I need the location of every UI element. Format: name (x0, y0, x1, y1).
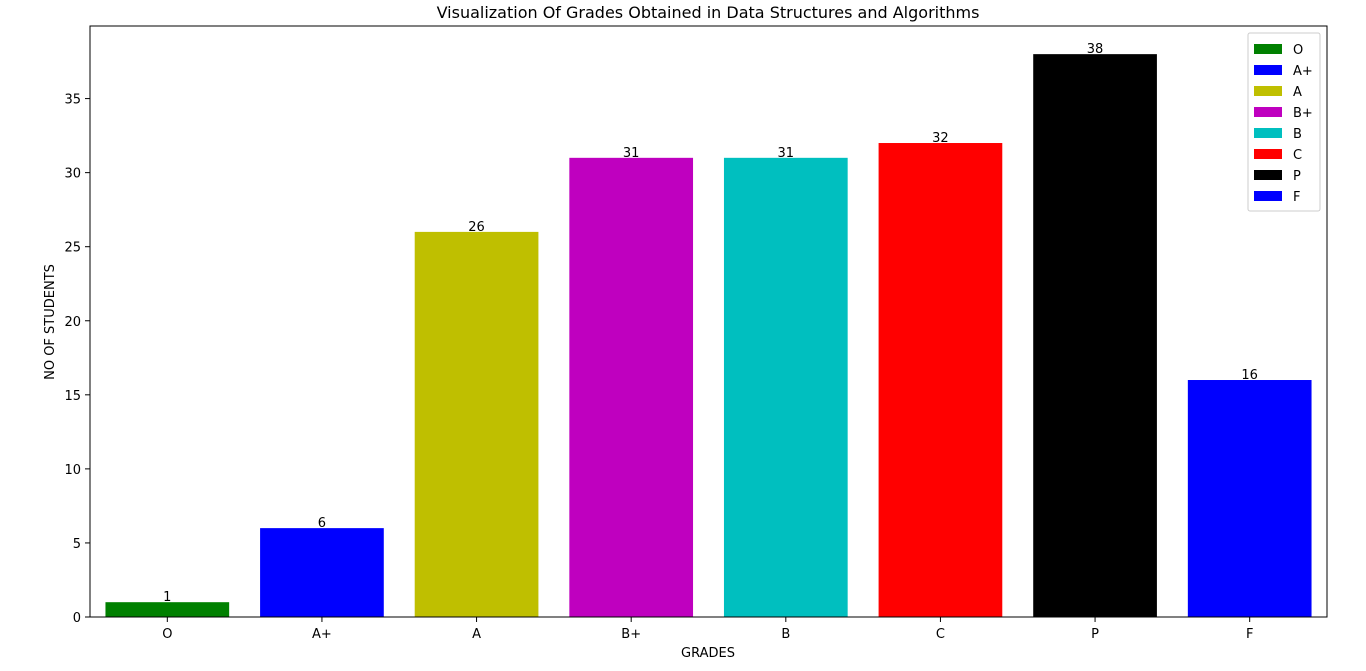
bar (569, 157, 694, 617)
bar-value-label: 31 (778, 146, 795, 161)
bar (878, 143, 1003, 618)
bar-value-label: 1 (163, 590, 171, 605)
legend-label: O (1293, 43, 1303, 58)
chart-title: Visualization Of Grades Obtained in Data… (437, 3, 980, 22)
x-tick-label: B+ (621, 627, 641, 642)
legend-swatch (1254, 44, 1282, 54)
x-tick-label: F (1246, 627, 1253, 642)
y-axis: 0 5 10 15 20 25 30 35 (64, 93, 90, 626)
bar-value-label: 16 (1241, 368, 1258, 383)
legend-label: A (1293, 85, 1302, 100)
bar-value-label: 26 (468, 220, 485, 235)
y-tick-label: 35 (64, 93, 81, 108)
legend-label: B+ (1293, 106, 1313, 121)
x-axis: O A+ A B+ B C P F (162, 617, 1253, 642)
x-tick-label: C (936, 627, 945, 642)
legend-label: C (1293, 148, 1302, 163)
y-tick-label: 5 (73, 537, 81, 552)
legend-swatch (1254, 128, 1282, 138)
y-tick-label: 10 (64, 463, 81, 478)
legend-swatch (1254, 86, 1282, 96)
legend-swatch (1254, 191, 1282, 201)
legend-swatch (1254, 107, 1282, 117)
y-tick-label: 15 (64, 389, 81, 404)
bar (723, 157, 848, 617)
bar-group (105, 54, 1312, 618)
x-tick-label: A+ (312, 627, 332, 642)
legend-label: P (1293, 169, 1301, 184)
y-tick-label: 25 (64, 241, 81, 256)
bar (105, 602, 230, 617)
legend-swatch (1254, 149, 1282, 159)
x-tick-label: P (1091, 627, 1099, 642)
y-tick-label: 0 (73, 611, 81, 626)
y-tick-label: 20 (64, 315, 81, 330)
y-tick-label: 30 (64, 167, 81, 182)
x-tick-label: O (162, 627, 172, 642)
x-tick-label: A (472, 627, 481, 642)
x-axis-label: GRADES (681, 646, 735, 661)
legend-label: A+ (1293, 64, 1313, 79)
bar (260, 528, 384, 617)
plot-area-frame (89, 25, 1328, 618)
bar (414, 231, 539, 618)
bar-value-label: 6 (318, 516, 326, 531)
legend-label: B (1293, 127, 1302, 142)
x-tick-label: B (781, 627, 790, 642)
legend-label: F (1293, 190, 1300, 205)
legend-swatch (1254, 170, 1282, 180)
bar (1187, 380, 1312, 617)
legend-box (1247, 32, 1321, 212)
bar-value-label: 32 (932, 131, 949, 146)
bar (1033, 54, 1157, 617)
legend-swatch (1254, 65, 1282, 75)
bar-value-label: 38 (1087, 42, 1104, 57)
y-axis-label: NO OF STUDENTS (43, 264, 58, 380)
bar-value-label: 31 (623, 146, 640, 161)
